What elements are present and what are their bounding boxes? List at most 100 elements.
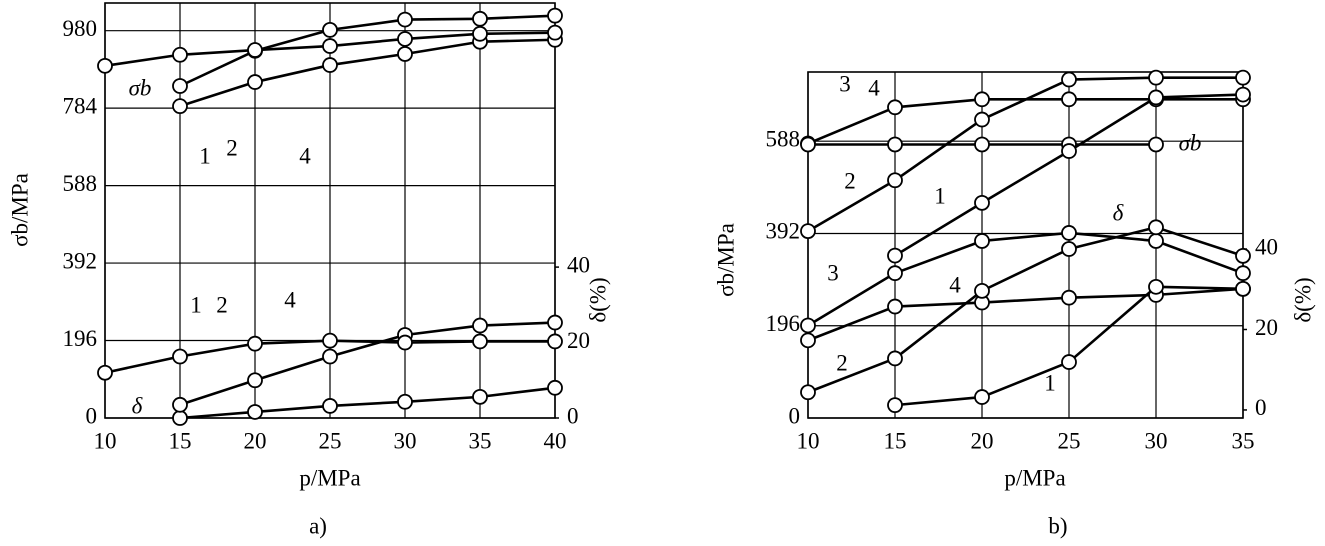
data-point	[974, 91, 990, 108]
y-tick-label: 784	[63, 93, 98, 118]
data-point	[974, 282, 990, 299]
data-point	[172, 78, 188, 94]
annotation: δ	[1113, 200, 1124, 225]
x-tick-label: 30	[1145, 428, 1168, 453]
data-point	[172, 410, 188, 426]
y2-tick-label: 0	[1255, 395, 1267, 420]
data-point	[1235, 265, 1251, 282]
data-point	[547, 7, 563, 24]
x-tick-label: 25	[1058, 428, 1081, 453]
data-point	[887, 350, 903, 367]
data-point	[1148, 136, 1164, 153]
data-point	[1148, 233, 1164, 249]
x-tick-label: 15	[169, 428, 192, 453]
y-tick-label: 0	[789, 403, 801, 428]
y-tick-label: 196	[63, 326, 98, 351]
series-label: 2	[844, 168, 856, 193]
y2-tick-label: 20	[1255, 315, 1278, 340]
data-point	[1061, 71, 1077, 88]
data-point	[547, 24, 563, 41]
data-point	[974, 136, 990, 153]
data-point	[322, 398, 338, 414]
data-point	[247, 335, 263, 352]
annotation: σb	[129, 75, 152, 100]
caption: a)	[309, 513, 327, 538]
data-point	[1235, 280, 1251, 297]
data-point	[397, 334, 413, 351]
x-tick-label: 35	[1232, 428, 1255, 453]
data-point	[247, 372, 263, 389]
y2-axis-label: δ(%)	[585, 277, 610, 322]
y-tick-label: 588	[63, 171, 98, 196]
data-point	[974, 389, 990, 405]
data-point	[974, 233, 990, 249]
y-tick-label: 588	[766, 126, 801, 151]
data-point	[247, 42, 263, 58]
data-point	[322, 38, 338, 54]
annotation: σb	[1179, 130, 1202, 155]
data-point	[1061, 143, 1077, 159]
x-tick-label: 35	[469, 428, 492, 453]
y-tick-label: 0	[86, 403, 98, 428]
series-line	[807, 287, 1244, 342]
data-point	[472, 25, 488, 42]
data-point	[974, 194, 990, 211]
data-point	[397, 393, 413, 410]
data-point	[547, 333, 563, 350]
series-label: 1	[199, 143, 211, 168]
series-label: 2	[226, 135, 238, 160]
series-label: 4	[299, 143, 311, 168]
data-point	[1148, 69, 1164, 86]
series-line	[179, 38, 556, 108]
data-point	[97, 364, 113, 381]
x-tick-label: 15	[884, 428, 907, 453]
series-label: 2	[836, 350, 848, 375]
x-tick-label: 10	[94, 428, 117, 453]
y2-tick-label: 0	[567, 403, 579, 428]
y2-tick-label: 40	[567, 252, 590, 277]
data-point	[472, 388, 488, 405]
data-point	[887, 172, 903, 189]
data-point	[472, 333, 488, 350]
data-point	[1235, 247, 1251, 264]
y2-tick-label: 20	[567, 328, 590, 353]
x-tick-label: 30	[394, 428, 417, 453]
series-line	[807, 231, 1244, 327]
y2-axis-label: δ(%)	[1290, 277, 1315, 322]
y-tick-label: 196	[766, 311, 801, 336]
data-point	[1148, 89, 1164, 106]
data-point	[172, 396, 188, 413]
data-point	[172, 98, 188, 115]
data-point	[974, 111, 990, 128]
data-point	[1235, 69, 1251, 86]
data-point	[887, 136, 903, 153]
x-tick-label: 40	[544, 428, 567, 453]
data-point	[97, 57, 113, 74]
data-point	[247, 404, 263, 420]
data-point	[1061, 91, 1077, 108]
data-point	[172, 46, 188, 63]
data-point	[887, 298, 903, 315]
y-axis-label: σb/MPa	[7, 173, 32, 247]
data-point	[800, 223, 816, 240]
series-label: 4	[284, 287, 296, 312]
x-axis-label: p/MPa	[1004, 465, 1065, 490]
data-point	[800, 332, 816, 349]
x-tick-label: 20	[971, 428, 994, 453]
series-line	[179, 386, 556, 420]
data-point	[1235, 86, 1251, 103]
y-tick-label: 392	[63, 248, 98, 273]
data-point	[800, 317, 816, 334]
caption: b)	[1048, 513, 1067, 538]
y-tick-label: 392	[766, 219, 801, 244]
data-point	[397, 11, 413, 28]
series-label: 1	[934, 183, 946, 208]
series-label: 1	[1044, 370, 1056, 395]
data-point	[1061, 241, 1077, 257]
data-point	[322, 57, 338, 73]
data-point	[322, 21, 338, 38]
data-point	[800, 136, 816, 153]
data-point	[1148, 219, 1164, 236]
series-label: 4	[949, 272, 961, 297]
